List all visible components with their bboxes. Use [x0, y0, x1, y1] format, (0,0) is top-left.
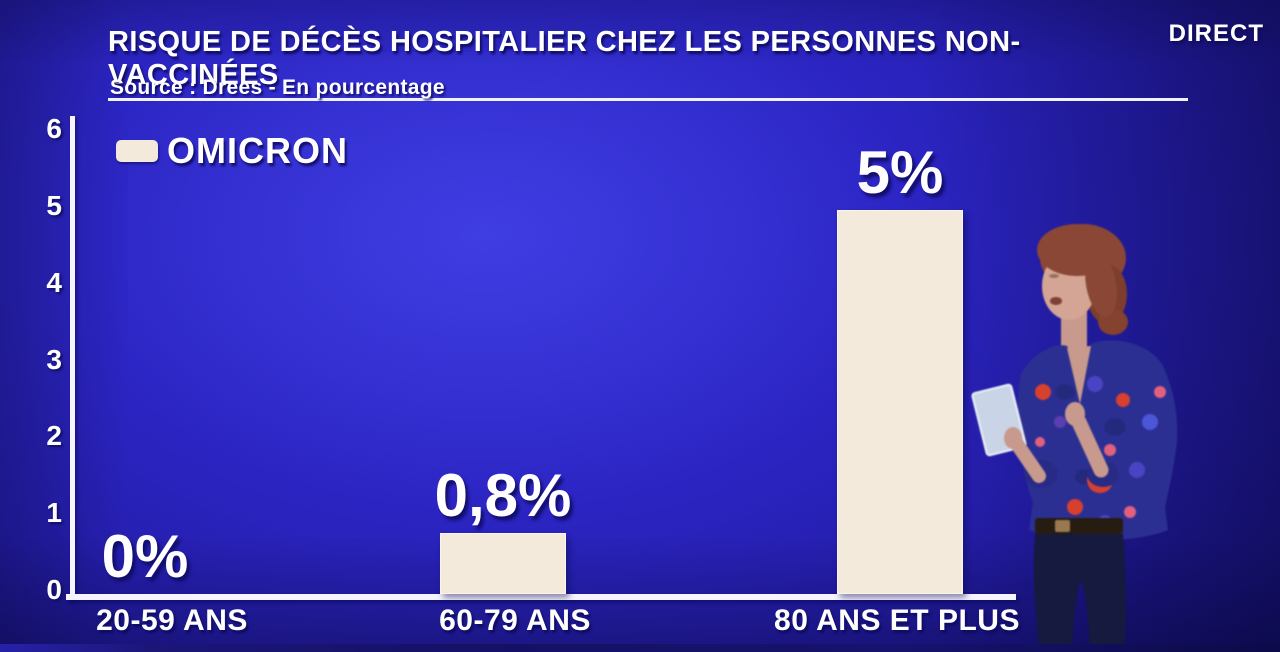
- y-tick-label: 2: [46, 420, 62, 452]
- value-label: 5%: [856, 139, 944, 206]
- y-tick-label: 1: [46, 497, 62, 529]
- y-tick-label: 0: [46, 574, 62, 605]
- legend-label: OMICRON: [167, 130, 348, 171]
- x-axis-label: 80 ANS ET PLUS: [774, 604, 1020, 637]
- x-axis-line: [66, 594, 1016, 600]
- chart-source: Source : Drees - En pourcentage: [110, 76, 445, 99]
- live-badge: DIRECT: [1168, 20, 1264, 47]
- x-axis-label: 20-59 ANS: [96, 604, 248, 637]
- value-label: 0,8%: [434, 462, 572, 529]
- presenter-figure: [971, 224, 1178, 652]
- y-tick-label: 3: [46, 343, 62, 375]
- y-tick-label: 4: [46, 266, 62, 298]
- chart-title: RISQUE DE DÉCÈS HOSPITALIER CHEZ LES PER…: [108, 26, 1188, 101]
- screen-bottom-band: [0, 644, 1280, 652]
- y-tick-label: 5: [46, 190, 62, 221]
- legend-swatch-icon: [116, 140, 158, 162]
- bar-60-79-ans: [440, 533, 566, 594]
- studio-light-glow: [128, 52, 922, 509]
- value-label: 0%: [101, 523, 189, 590]
- y-tick-label: 6: [46, 113, 62, 145]
- chart-legend: OMICRON: [116, 130, 348, 172]
- bar-80-ans-et-plus: [837, 210, 963, 594]
- x-axis-label: 60-79 ANS: [439, 604, 591, 637]
- y-axis-line: [70, 116, 75, 600]
